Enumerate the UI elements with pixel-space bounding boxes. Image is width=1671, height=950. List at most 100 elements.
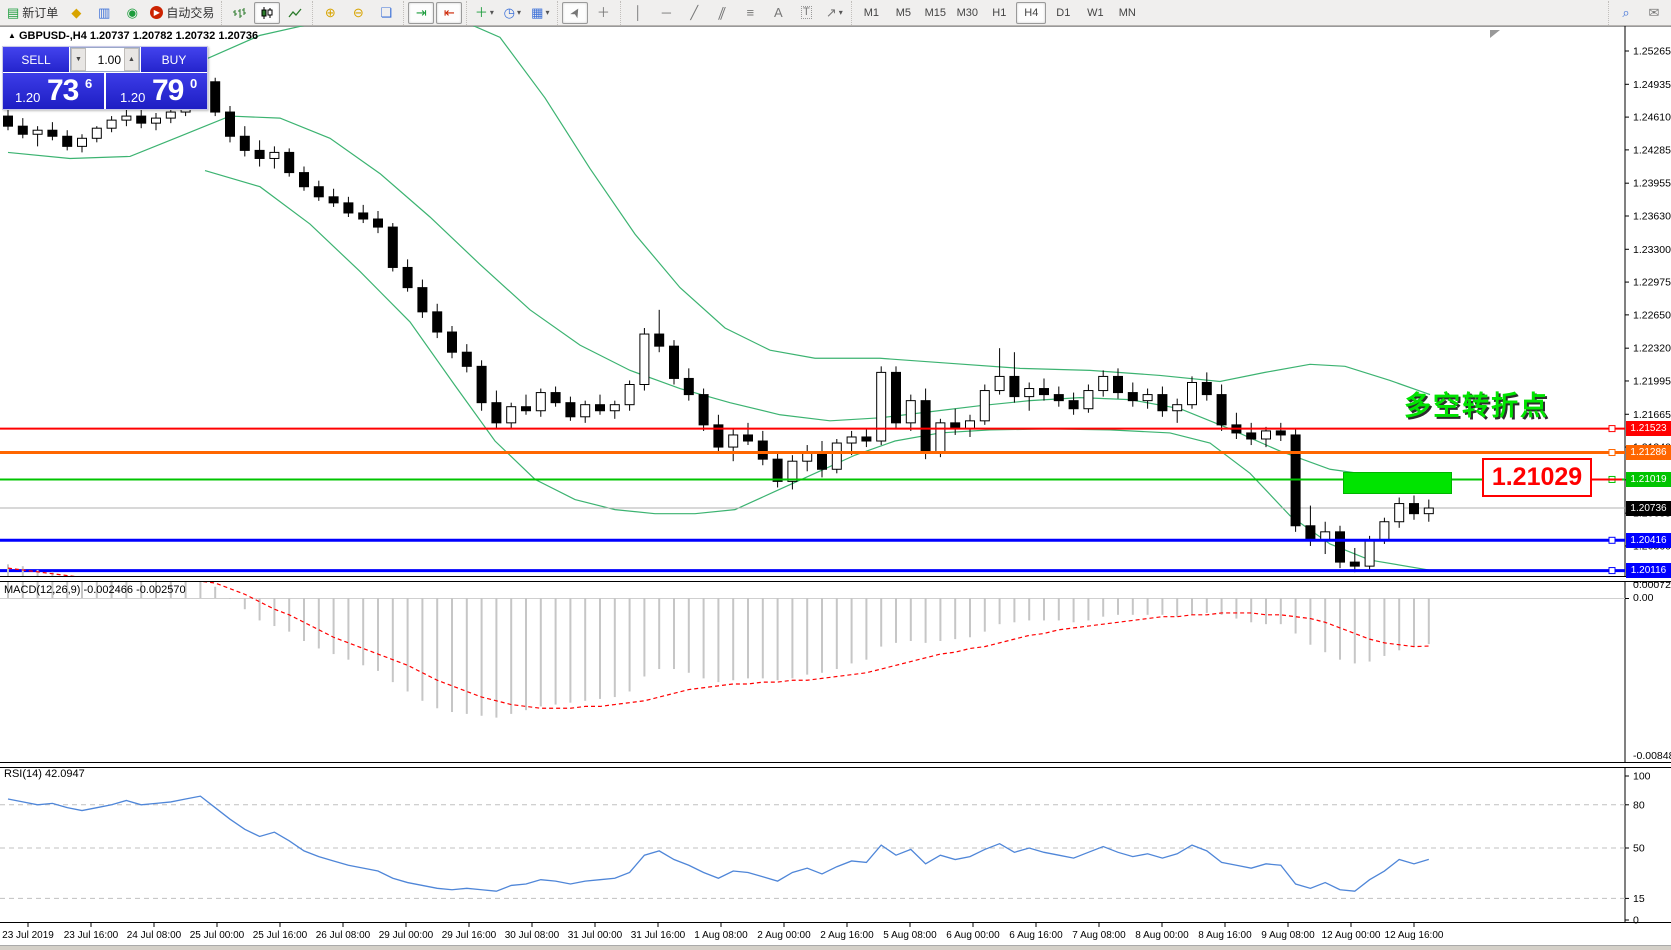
macd-histogram-bar	[1205, 598, 1208, 613]
price-callout-box[interactable]: 1.21029	[1482, 458, 1592, 497]
line-handle	[1608, 567, 1616, 575]
timeframe-button-m15[interactable]: M15	[924, 6, 947, 19]
sell-button[interactable]: SELL	[3, 47, 70, 72]
horizontal-line-button[interactable]: ─	[653, 2, 679, 24]
community-chat-button[interactable]: ✉	[1641, 2, 1667, 24]
buy-price-quote[interactable]: 1.20 79 0	[106, 73, 207, 109]
time-tick-label: 12 Aug 00:00	[1322, 930, 1381, 941]
crosshair-button[interactable]: ＋	[590, 2, 616, 24]
templates-button[interactable]: ▦ ▾	[527, 2, 553, 24]
bar-chart-button[interactable]	[226, 2, 252, 24]
price-tick-label: 1.22650	[1633, 309, 1671, 321]
buy-button[interactable]: BUY	[140, 47, 207, 72]
tile-windows-button[interactable]: ❏	[373, 2, 399, 24]
timeframe-button-h4[interactable]: H4	[1016, 1, 1047, 24]
candle-bullish	[1379, 521, 1390, 541]
timeframe-button-m30[interactable]: M30	[956, 6, 979, 19]
price-tick-label: 1.21995	[1633, 375, 1671, 387]
candle-bullish	[624, 384, 635, 406]
macd-histogram-bar	[673, 598, 675, 670]
new-order-button[interactable]: ▤ 新订单	[7, 5, 59, 20]
trendline-button[interactable]: ╱	[681, 2, 707, 24]
search-button[interactable]: ⌕	[1613, 2, 1639, 24]
autoscroll-button[interactable]: ⇤	[436, 1, 463, 24]
vertical-line-button[interactable]: │	[625, 2, 651, 24]
buy-price-prefix: 1.20	[120, 90, 146, 105]
macd-histogram-bar	[510, 598, 513, 714]
candle-bullish	[1187, 381, 1197, 406]
macd-histogram-bar	[525, 598, 527, 711]
collapse-triangle-icon[interactable]: ▲	[8, 31, 16, 40]
sell-price-prefix: 1.20	[15, 90, 41, 105]
volume-input[interactable]: 1.00	[97, 52, 121, 67]
candle-bullish	[1142, 394, 1153, 402]
macd-histogram-bar	[584, 598, 587, 701]
turning-point-annotation[interactable]: 多空转折点	[1404, 391, 1549, 421]
candle-bearish	[447, 331, 457, 353]
candle-bullish	[506, 406, 517, 424]
line-chart-icon	[288, 8, 302, 17]
macd-histogram-bar	[1087, 598, 1090, 621]
channel-button[interactable]: ∥	[709, 2, 735, 24]
signals-button[interactable]: ◉	[119, 2, 145, 24]
sell-price-quote[interactable]: 1.20 73 6	[3, 73, 104, 109]
volume-up-button[interactable]: ▲	[124, 48, 139, 71]
chart-shift-button[interactable]: ⇥	[408, 1, 435, 24]
text-label-button[interactable]: T	[793, 2, 819, 24]
autotrading-button[interactable]: ▶ 自动交易	[147, 2, 217, 24]
macd-histogram-bar	[303, 598, 305, 641]
time-tick-label: 31 Jul 00:00	[568, 930, 623, 941]
green-highlight-rectangle[interactable]	[1343, 472, 1452, 494]
symbol-info-bar[interactable]: ▲ GBPUSD-,H4 1.20737 1.20782 1.20732 1.2…	[8, 30, 258, 42]
candle-bullish	[1261, 430, 1271, 440]
candlestick-chart-button[interactable]	[254, 1, 281, 24]
timeframe-button-m5[interactable]: M5	[895, 6, 911, 19]
candle-bearish	[654, 333, 665, 347]
navigator-button[interactable]: ◆	[63, 2, 89, 24]
candlestick-chart-icon	[261, 6, 273, 19]
candle-bullish	[91, 127, 102, 139]
macd-histogram-bar	[169, 581, 172, 598]
pane-separator-macd[interactable]	[0, 576, 1671, 582]
line-chart-button[interactable]	[282, 2, 308, 24]
candle-bullish	[1423, 507, 1434, 515]
macd-histogram-bar	[1220, 598, 1223, 615]
candle-bullish	[535, 392, 546, 412]
line-handle	[1608, 449, 1616, 457]
macd-histogram-bar	[362, 598, 365, 666]
macd-histogram-bar	[983, 598, 986, 632]
time-tick-label: 31 Jul 16:00	[631, 930, 686, 941]
zoom-in-button[interactable]: ⊕	[317, 2, 343, 24]
text-button[interactable]: A	[765, 2, 791, 24]
search-icon: ⌕	[1622, 5, 1630, 20]
timeframe-button-h1[interactable]: H1	[992, 6, 1007, 19]
macd-histogram-bar	[95, 579, 98, 598]
macd-histogram-bar	[451, 598, 453, 713]
zoom-out-button[interactable]: ⊖	[345, 2, 371, 24]
timeframe-button-m1[interactable]: M1	[863, 6, 879, 19]
macd-histogram-bar	[1383, 598, 1386, 656]
rsi-axis-label: 80	[1633, 799, 1645, 811]
chart-area[interactable]: 1.25265 1.24935 1.24610 1.24285 1.23955 1.236…	[0, 26, 1671, 950]
navigator-icon: ◆	[71, 5, 82, 20]
price-chart-canvas[interactable]: 1.25265 1.24935 1.24610 1.24285 1.23955 1.236…	[0, 26, 1671, 950]
time-tick-label: 23 Jul 2019	[2, 930, 54, 941]
pane-separator-rsi[interactable]	[0, 762, 1671, 768]
macd-histogram-bar	[1028, 598, 1031, 621]
macd-histogram-bar	[125, 577, 128, 598]
indicators-button[interactable]: ＋ ▾	[471, 2, 497, 24]
fibonacci-button[interactable]: ≡	[737, 2, 763, 24]
market-watch-button[interactable]: ▥	[91, 2, 117, 24]
candle-bearish	[17, 125, 28, 135]
candle-bearish	[387, 226, 398, 268]
periods-button[interactable]: ◷ ▾	[499, 2, 525, 24]
timeframe-button-mn[interactable]: MN	[1118, 6, 1136, 19]
timeframe-button-w1[interactable]: W1	[1087, 6, 1104, 19]
macd-axis-label: 0.000722	[1633, 579, 1671, 591]
autoscroll-icon: ⇤	[443, 5, 455, 20]
volume-down-button[interactable]: ▼	[71, 48, 86, 71]
candle-bearish	[402, 266, 413, 289]
timeframe-button-d1[interactable]: D1	[1056, 6, 1071, 19]
cursor-button[interactable]: ➤	[562, 1, 589, 24]
arrows-button[interactable]: ↗ ▾	[821, 2, 847, 24]
